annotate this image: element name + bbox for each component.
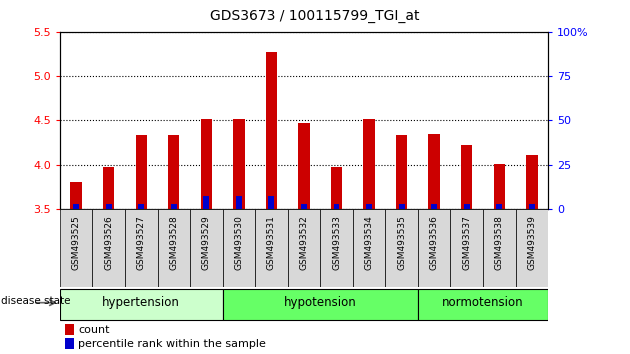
Bar: [65, 324, 74, 335]
FancyBboxPatch shape: [255, 209, 288, 287]
Text: disease state: disease state: [1, 296, 71, 306]
Text: GSM493526: GSM493526: [104, 215, 113, 270]
Bar: [396, 135, 408, 209]
Bar: [203, 196, 209, 209]
Bar: [526, 155, 537, 209]
FancyBboxPatch shape: [222, 289, 418, 320]
FancyBboxPatch shape: [158, 209, 190, 287]
FancyBboxPatch shape: [386, 209, 418, 287]
Text: GSM493538: GSM493538: [495, 215, 504, 270]
Bar: [236, 196, 242, 209]
Bar: [200, 120, 212, 209]
FancyBboxPatch shape: [93, 209, 125, 287]
Text: GSM493528: GSM493528: [169, 215, 178, 270]
Text: GSM493530: GSM493530: [234, 215, 243, 270]
FancyBboxPatch shape: [222, 209, 255, 287]
Text: GSM493529: GSM493529: [202, 215, 211, 270]
FancyBboxPatch shape: [190, 209, 222, 287]
Text: count: count: [78, 325, 110, 335]
Text: hypertension: hypertension: [102, 296, 180, 309]
Bar: [266, 52, 277, 209]
FancyBboxPatch shape: [125, 209, 158, 287]
Bar: [268, 196, 274, 209]
Bar: [464, 204, 469, 209]
Bar: [366, 204, 372, 209]
Bar: [493, 164, 505, 209]
Bar: [432, 204, 437, 209]
Bar: [428, 134, 440, 209]
Bar: [529, 204, 535, 209]
Text: GSM493536: GSM493536: [430, 215, 438, 270]
Bar: [461, 145, 472, 209]
Bar: [171, 204, 176, 209]
Text: GSM493537: GSM493537: [462, 215, 471, 270]
Bar: [73, 204, 79, 209]
Bar: [71, 182, 82, 209]
Text: GSM493535: GSM493535: [397, 215, 406, 270]
FancyBboxPatch shape: [450, 209, 483, 287]
Bar: [139, 204, 144, 209]
FancyBboxPatch shape: [353, 209, 386, 287]
FancyBboxPatch shape: [515, 209, 548, 287]
Bar: [496, 204, 502, 209]
Bar: [106, 204, 112, 209]
Text: normotension: normotension: [442, 296, 524, 309]
Text: GSM493533: GSM493533: [332, 215, 341, 270]
FancyBboxPatch shape: [60, 209, 93, 287]
Bar: [233, 120, 244, 209]
Text: percentile rank within the sample: percentile rank within the sample: [78, 339, 266, 349]
Text: GSM493539: GSM493539: [527, 215, 536, 270]
FancyBboxPatch shape: [288, 209, 320, 287]
Bar: [103, 167, 115, 209]
Text: GSM493532: GSM493532: [299, 215, 309, 270]
Text: GDS3673 / 100115799_TGI_at: GDS3673 / 100115799_TGI_at: [210, 9, 420, 23]
Bar: [331, 167, 342, 209]
FancyBboxPatch shape: [483, 209, 515, 287]
Bar: [364, 120, 375, 209]
Text: GSM493525: GSM493525: [72, 215, 81, 270]
FancyBboxPatch shape: [320, 209, 353, 287]
Bar: [65, 338, 74, 349]
Bar: [168, 135, 180, 209]
Bar: [301, 204, 307, 209]
Bar: [399, 204, 404, 209]
Text: GSM493527: GSM493527: [137, 215, 146, 270]
FancyBboxPatch shape: [418, 209, 450, 287]
Text: GSM493534: GSM493534: [365, 215, 374, 270]
FancyBboxPatch shape: [418, 289, 548, 320]
Bar: [135, 135, 147, 209]
Bar: [298, 123, 310, 209]
FancyBboxPatch shape: [60, 289, 222, 320]
Bar: [334, 204, 340, 209]
Text: GSM493531: GSM493531: [267, 215, 276, 270]
Text: hypotension: hypotension: [284, 296, 357, 309]
